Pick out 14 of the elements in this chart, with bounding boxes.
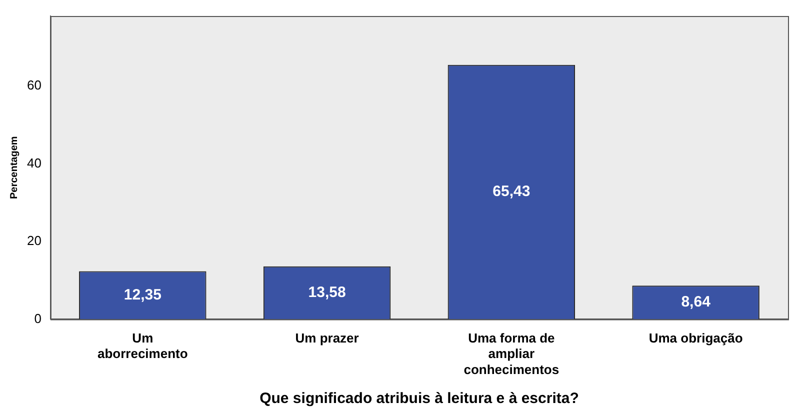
y-tick-label: 60 xyxy=(26,78,42,93)
x-tick-label: Um aborrecimento xyxy=(97,330,188,362)
y-tick-label: 0 xyxy=(34,310,42,326)
x-tick-label: Uma forma de ampliar conhecimentos xyxy=(464,330,560,377)
data-label: 13,58 xyxy=(308,284,346,301)
y-axis-title: Percentagem xyxy=(8,136,20,200)
x-tick-label: Uma obrigação xyxy=(648,330,743,346)
x-tick-label: Um prazer xyxy=(295,330,359,346)
x-axis-title: Que significado atribuis à leitura e à escrita? xyxy=(260,390,579,408)
y-tick-label: 20 xyxy=(26,233,42,248)
data-label: 8,64 xyxy=(681,294,712,311)
data-label: 65,43 xyxy=(492,183,530,200)
data-label: 12,35 xyxy=(124,286,162,304)
y-tick-label: 40 xyxy=(26,155,42,170)
